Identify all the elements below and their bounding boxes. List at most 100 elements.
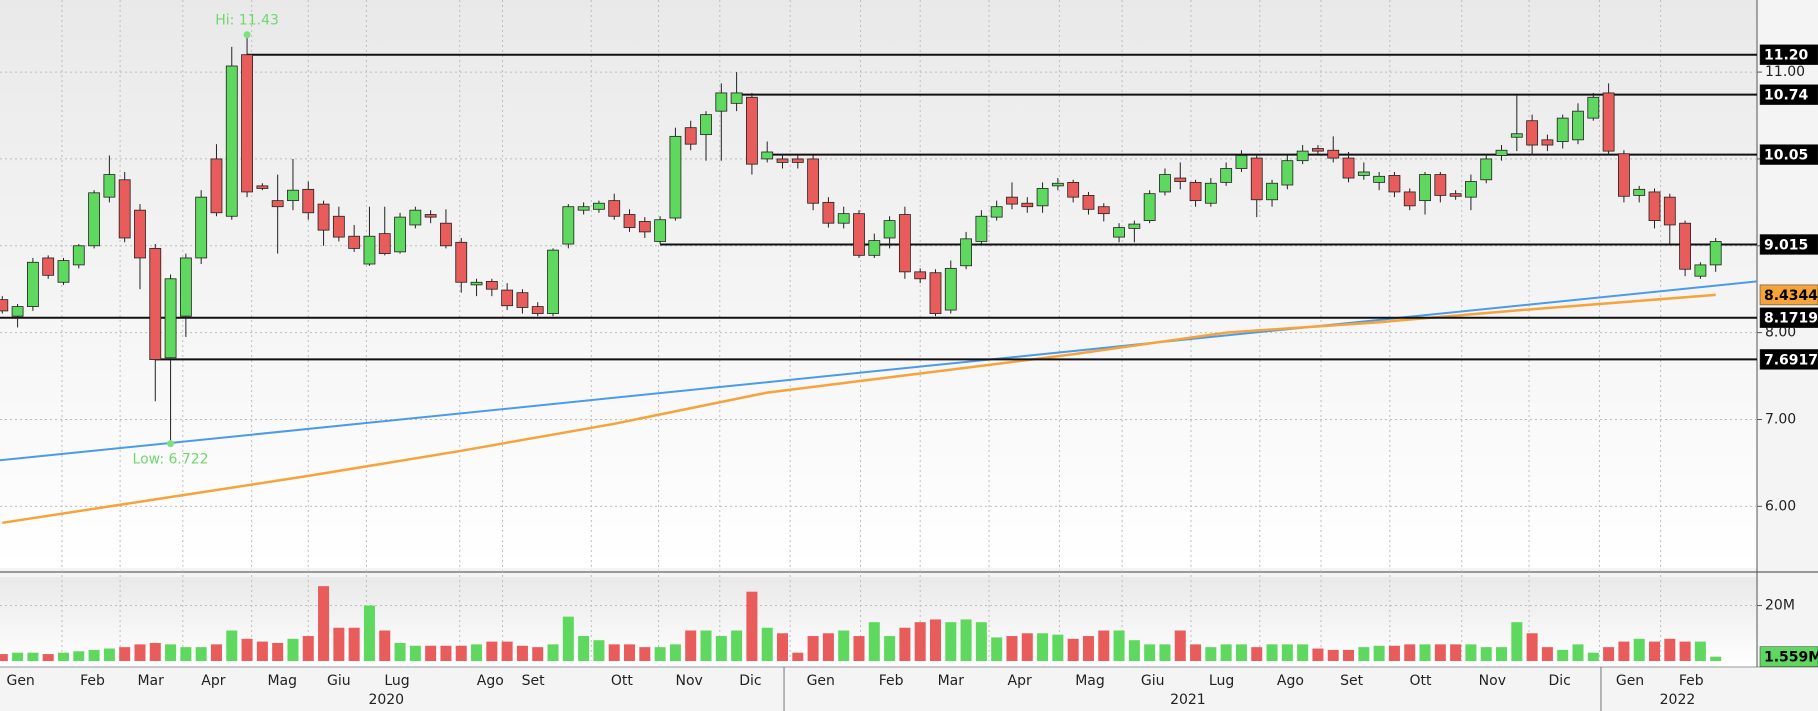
volume-bar: [1021, 633, 1033, 661]
candle-body: [134, 209, 146, 259]
x-tick-label: Mar: [137, 673, 164, 689]
candle-body: [1067, 181, 1080, 198]
volume-bar: [1113, 630, 1125, 661]
volume-bar: [822, 633, 834, 661]
volume-bar: [88, 649, 100, 661]
x-tick-label: Feb: [80, 673, 105, 689]
candle-body: [287, 189, 299, 202]
candle-body: [1526, 120, 1539, 146]
volume-bar: [333, 627, 345, 661]
x-tick-label: Ago: [1277, 673, 1304, 689]
level-label: 9.015: [1764, 237, 1808, 253]
trend-line: [0, 280, 1758, 462]
candle-body: [26, 261, 39, 307]
volume-bar: [1251, 647, 1263, 661]
candle-body: [1556, 117, 1569, 142]
candle-body: [577, 206, 590, 211]
volume-bar: [700, 630, 712, 661]
volume-bar: [685, 630, 697, 661]
volume-bar: [731, 630, 743, 661]
x-tick-label: Dic: [1548, 673, 1570, 689]
candle-body: [669, 135, 682, 219]
volume-bar: [1388, 645, 1400, 661]
volume-bar: [409, 645, 421, 661]
candle-body: [501, 289, 514, 307]
volume-bar: [1587, 652, 1599, 661]
candle-body: [302, 188, 315, 214]
volume-bar: [1343, 649, 1355, 661]
level-label: 11.20: [1764, 48, 1809, 64]
volume-label-box: [1759, 646, 1818, 667]
level-label: 10.05: [1764, 148, 1808, 164]
candle-body: [394, 216, 406, 253]
candle-body: [1663, 196, 1676, 226]
x-tick-label: Apr: [1008, 673, 1032, 689]
volume-bar: [210, 644, 222, 661]
volume-bar: [1037, 633, 1049, 661]
volume-bar: [440, 645, 452, 661]
volume-bar: [226, 630, 238, 661]
x-tick-label: Giu: [327, 673, 351, 689]
candle-body: [1204, 182, 1217, 204]
candle-body: [0, 299, 9, 312]
volume-bar: [1297, 644, 1309, 661]
candle-body: [440, 222, 452, 247]
volume-bar: [1281, 644, 1293, 661]
candle-body: [210, 158, 223, 214]
volume-bar: [486, 641, 498, 661]
volume-bar: [853, 636, 865, 661]
volume-bar: [42, 654, 54, 661]
candle-body: [883, 220, 896, 239]
volume-bar: [654, 647, 666, 661]
volume-bar: [1205, 647, 1217, 661]
candle-body: [730, 92, 743, 104]
candle-body: [1250, 157, 1263, 201]
annotation: Hi: 11.43: [215, 13, 279, 29]
candle-body: [1587, 96, 1600, 119]
volume-bar: [1098, 630, 1110, 661]
candle-body: [1633, 188, 1646, 196]
volume-bar: [593, 640, 605, 661]
candle-body: [1113, 227, 1125, 238]
volume-bar: [516, 645, 528, 661]
candle-body: [684, 127, 697, 145]
candle-body: [1465, 181, 1477, 198]
volume-bar: [547, 644, 559, 661]
volume-bar: [1603, 647, 1615, 661]
volume-bar: [1541, 647, 1553, 661]
candle-body: [1357, 171, 1370, 176]
candle-body: [715, 92, 728, 112]
moving-average: [2, 293, 1716, 525]
volume-bar: [868, 622, 880, 661]
volume-bar: [975, 622, 987, 661]
volume-bar: [1159, 644, 1171, 661]
annotation: Low: 6.722: [133, 452, 209, 468]
volume-bar: [1480, 647, 1492, 661]
candle-body: [1679, 222, 1692, 270]
volume-bar: [1052, 634, 1064, 661]
volume-bar: [363, 605, 375, 661]
volume-bar: [1572, 644, 1584, 661]
volume-bar: [1312, 648, 1324, 661]
x-tick-label: Ago: [477, 673, 504, 689]
x-tick-label: Feb: [1679, 673, 1704, 689]
volume-bar: [1235, 644, 1247, 661]
volume-bar: [1679, 641, 1691, 661]
year-label: 2022: [1660, 692, 1696, 708]
candle-body: [593, 202, 605, 210]
volume-bar: [1404, 644, 1416, 661]
volume-bar: [57, 652, 69, 661]
candle-body: [531, 306, 544, 314]
volume-bar: [394, 642, 406, 661]
candle-body: [455, 241, 468, 283]
volume-bar: [425, 645, 437, 661]
volume-bar: [12, 652, 24, 661]
volume-bar: [1373, 645, 1385, 661]
y-tick-label: 7.00: [1765, 411, 1796, 427]
y-tick-label: 6.00: [1765, 498, 1796, 514]
candle-body: [1617, 153, 1630, 197]
candle-body: [654, 219, 667, 242]
volume-bar: [348, 627, 360, 661]
volume-bar: [1434, 644, 1446, 661]
ma-label: 8.4344: [1764, 288, 1818, 304]
